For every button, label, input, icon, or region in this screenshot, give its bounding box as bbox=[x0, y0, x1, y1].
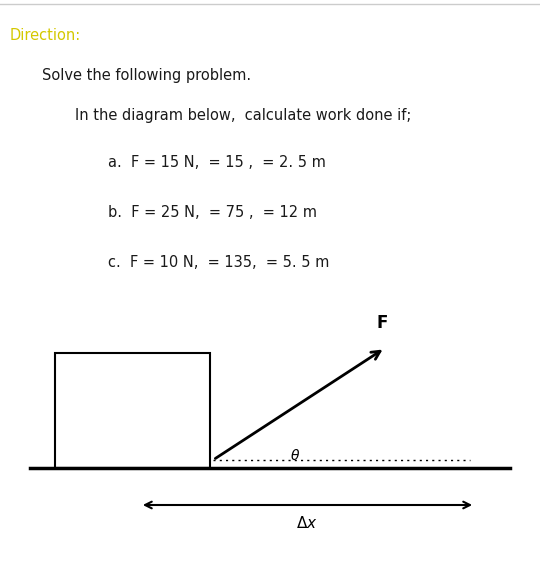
Text: a.  F = 15 N,  = 15 ,  = 2. 5 m: a. F = 15 N, = 15 , = 2. 5 m bbox=[108, 155, 326, 170]
Text: c.  F = 10 N,  = 135,  = 5. 5 m: c. F = 10 N, = 135, = 5. 5 m bbox=[108, 255, 329, 270]
Text: $\Delta x$: $\Delta x$ bbox=[296, 515, 318, 531]
Text: F: F bbox=[377, 314, 388, 332]
Text: $\theta$: $\theta$ bbox=[290, 448, 300, 463]
Text: In the diagram below,  calculate work done if;: In the diagram below, calculate work don… bbox=[75, 108, 411, 123]
Text: Solve the following problem.: Solve the following problem. bbox=[42, 68, 251, 83]
Text: b.  F = 25 N,  = 75 ,  = 12 m: b. F = 25 N, = 75 , = 12 m bbox=[108, 205, 317, 220]
Text: Direction:: Direction: bbox=[10, 28, 81, 43]
Bar bbox=[55, 353, 210, 468]
